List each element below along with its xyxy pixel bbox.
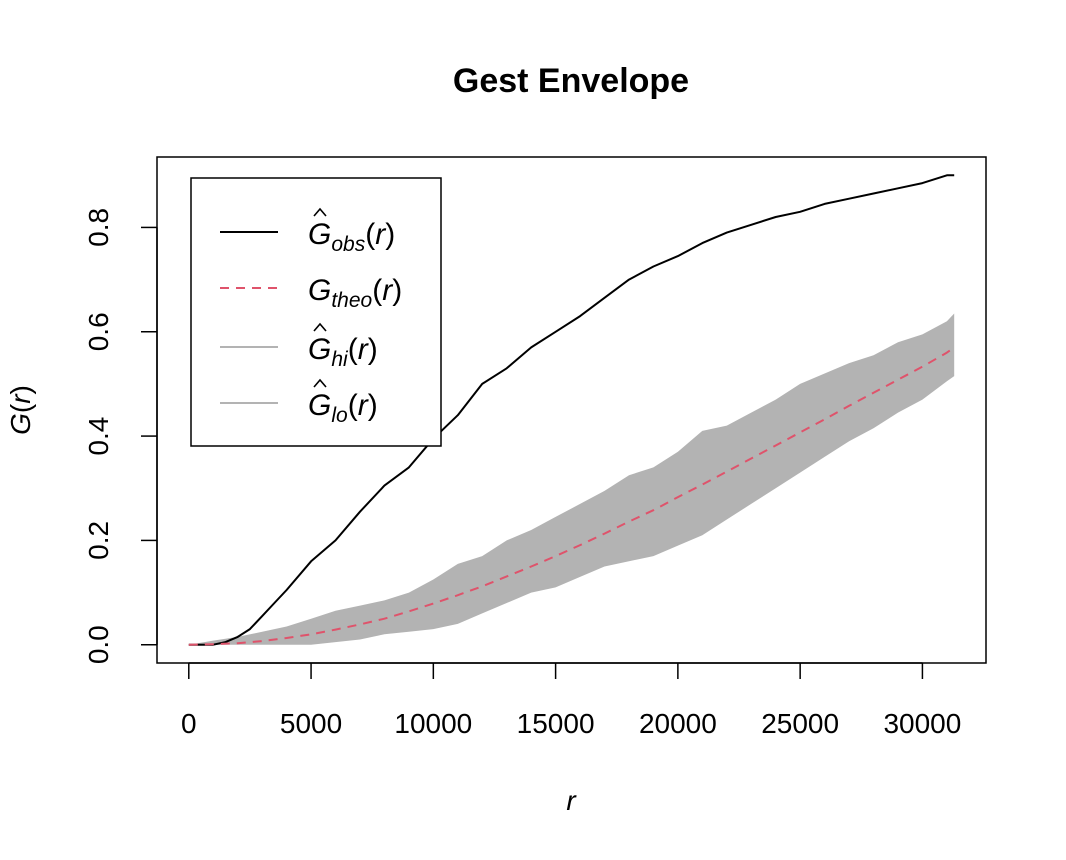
x-axis-label: r <box>566 785 577 816</box>
legend: Gobs(r) Gtheo(r) Ghi(r) Glo(r) <box>190 177 442 447</box>
legend-hat-hi <box>313 322 327 332</box>
series-layer <box>188 174 955 646</box>
series-theo-line <box>188 346 955 646</box>
legend-hat-lo <box>313 378 327 388</box>
series-obs-line <box>188 174 955 646</box>
y-tick-label: 0.4 <box>83 417 114 456</box>
x-tick-label: 10000 <box>394 708 472 739</box>
x-tick-label: 30000 <box>883 708 961 739</box>
envelope-layer <box>188 313 955 645</box>
legend-item-theo: Gtheo(r) <box>220 274 402 312</box>
legend-label-hi: Ghi(r) <box>308 333 378 371</box>
y-tick-label: 0.2 <box>83 521 114 560</box>
x-tick-label: 20000 <box>639 708 717 739</box>
y-axis-label: G(r) <box>5 385 36 435</box>
y-axis: 0.0 0.2 0.4 0.6 0.8 <box>83 208 158 664</box>
y-tick-label: 0.8 <box>83 208 114 247</box>
legend-label-obs: Gobs(r) <box>308 218 395 256</box>
envelope-band <box>188 313 955 645</box>
x-axis: 0 5000 10000 15000 20000 25000 30000 <box>181 662 961 739</box>
legend-item-hi: Ghi(r) <box>220 322 378 371</box>
x-tick-label: 5000 <box>280 708 342 739</box>
chart-title: Gest Envelope <box>453 62 689 100</box>
x-tick-label: 0 <box>181 708 197 739</box>
x-tick-label: 25000 <box>761 708 839 739</box>
legend-item-obs: Gobs(r) <box>220 207 395 256</box>
y-tick-label: 0.6 <box>83 312 114 351</box>
legend-hat-obs <box>313 207 327 217</box>
legend-label-lo: Glo(r) <box>308 389 378 427</box>
legend-label-theo: Gtheo(r) <box>308 274 402 312</box>
legend-box <box>190 177 442 447</box>
x-tick-label: 15000 <box>517 708 595 739</box>
legend-item-lo: Glo(r) <box>220 378 378 427</box>
y-tick-label: 0.0 <box>83 625 114 664</box>
